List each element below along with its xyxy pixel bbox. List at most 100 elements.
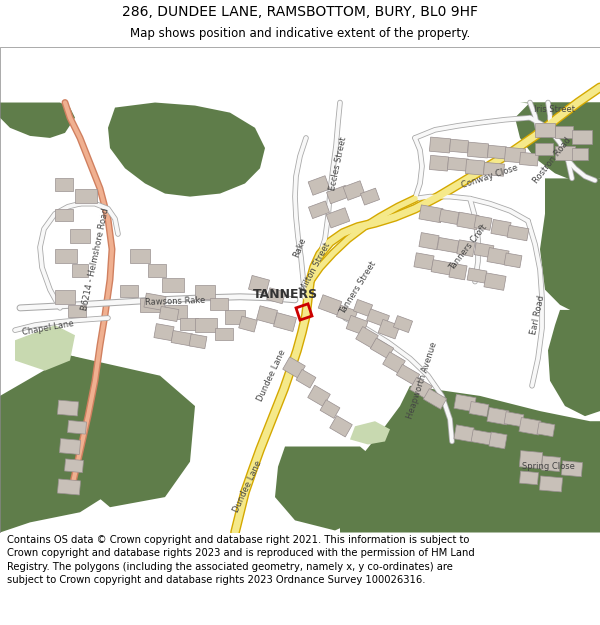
Polygon shape <box>120 284 138 297</box>
Polygon shape <box>484 273 506 291</box>
Polygon shape <box>68 305 86 317</box>
Polygon shape <box>457 240 475 257</box>
Polygon shape <box>491 219 511 236</box>
Polygon shape <box>350 421 390 444</box>
Polygon shape <box>449 263 467 280</box>
Polygon shape <box>541 456 560 471</box>
Polygon shape <box>144 293 166 311</box>
Polygon shape <box>296 369 316 388</box>
Polygon shape <box>555 146 575 160</box>
Polygon shape <box>572 130 592 144</box>
Polygon shape <box>148 264 166 276</box>
Polygon shape <box>55 356 195 508</box>
Polygon shape <box>0 356 135 532</box>
Polygon shape <box>58 400 79 416</box>
Polygon shape <box>326 186 349 204</box>
Polygon shape <box>308 176 330 195</box>
Polygon shape <box>340 386 600 532</box>
Polygon shape <box>343 181 365 200</box>
Polygon shape <box>283 357 305 378</box>
Polygon shape <box>460 102 600 112</box>
Polygon shape <box>55 249 77 263</box>
Polygon shape <box>15 325 75 371</box>
Polygon shape <box>346 316 368 335</box>
Polygon shape <box>519 418 541 435</box>
Polygon shape <box>430 137 451 153</box>
Polygon shape <box>535 122 555 137</box>
Polygon shape <box>256 306 278 324</box>
Polygon shape <box>410 377 432 399</box>
Polygon shape <box>140 298 160 312</box>
Polygon shape <box>215 328 233 340</box>
Polygon shape <box>154 324 174 341</box>
Polygon shape <box>275 446 390 531</box>
Polygon shape <box>55 178 73 191</box>
Polygon shape <box>308 385 330 407</box>
Polygon shape <box>488 145 506 159</box>
Text: 286, DUNDEE LANE, RAMSBOTTOM, BURY, BL0 9HF: 286, DUNDEE LANE, RAMSBOTTOM, BURY, BL0 … <box>122 5 478 19</box>
Polygon shape <box>467 142 488 158</box>
Polygon shape <box>165 305 187 319</box>
Polygon shape <box>130 249 150 263</box>
Polygon shape <box>504 253 522 268</box>
Polygon shape <box>383 352 405 373</box>
Text: Spring Close: Spring Close <box>521 462 574 471</box>
Polygon shape <box>504 412 524 427</box>
Polygon shape <box>370 338 394 359</box>
Polygon shape <box>520 451 542 469</box>
Text: Milton Street: Milton Street <box>298 241 332 293</box>
Polygon shape <box>419 232 439 249</box>
Polygon shape <box>75 189 97 202</box>
Polygon shape <box>318 295 342 315</box>
Polygon shape <box>68 421 86 434</box>
Text: Map shows position and indicative extent of the property.: Map shows position and indicative extent… <box>130 28 470 40</box>
Polygon shape <box>55 290 75 304</box>
Polygon shape <box>108 102 265 197</box>
Polygon shape <box>505 148 526 163</box>
Polygon shape <box>0 102 75 138</box>
Polygon shape <box>58 479 80 495</box>
Polygon shape <box>356 326 378 348</box>
Polygon shape <box>267 288 285 304</box>
Polygon shape <box>507 225 529 241</box>
Polygon shape <box>449 139 469 153</box>
Polygon shape <box>454 394 476 412</box>
Polygon shape <box>535 143 553 155</box>
Polygon shape <box>308 201 329 219</box>
Polygon shape <box>195 318 217 332</box>
Polygon shape <box>520 152 538 166</box>
Polygon shape <box>562 461 583 477</box>
Polygon shape <box>454 425 474 442</box>
Polygon shape <box>353 299 373 316</box>
Text: Rostron Road: Rostron Road <box>531 136 573 185</box>
Polygon shape <box>367 309 389 327</box>
Text: B6214 - Helmshore Road: B6214 - Helmshore Road <box>80 208 110 311</box>
Polygon shape <box>489 432 507 449</box>
Polygon shape <box>394 316 413 332</box>
Polygon shape <box>274 312 296 331</box>
Polygon shape <box>471 429 493 445</box>
Polygon shape <box>162 278 184 292</box>
Polygon shape <box>437 238 459 253</box>
Polygon shape <box>248 276 269 294</box>
Polygon shape <box>474 216 492 230</box>
Polygon shape <box>171 331 193 346</box>
Polygon shape <box>431 260 453 275</box>
Polygon shape <box>320 400 340 418</box>
Polygon shape <box>466 159 485 175</box>
Polygon shape <box>469 401 489 417</box>
Polygon shape <box>70 229 90 243</box>
Text: Heapworth Avenue: Heapworth Avenue <box>406 341 439 421</box>
Polygon shape <box>337 305 358 322</box>
Polygon shape <box>55 209 73 221</box>
Polygon shape <box>555 126 573 138</box>
Polygon shape <box>378 319 400 339</box>
Text: Iris Street: Iris Street <box>535 105 575 114</box>
Polygon shape <box>59 439 80 454</box>
Polygon shape <box>474 242 494 258</box>
Polygon shape <box>424 389 446 409</box>
Polygon shape <box>210 298 228 310</box>
Polygon shape <box>239 316 257 332</box>
Polygon shape <box>537 422 555 437</box>
Text: Dundee Lane: Dundee Lane <box>256 348 288 403</box>
